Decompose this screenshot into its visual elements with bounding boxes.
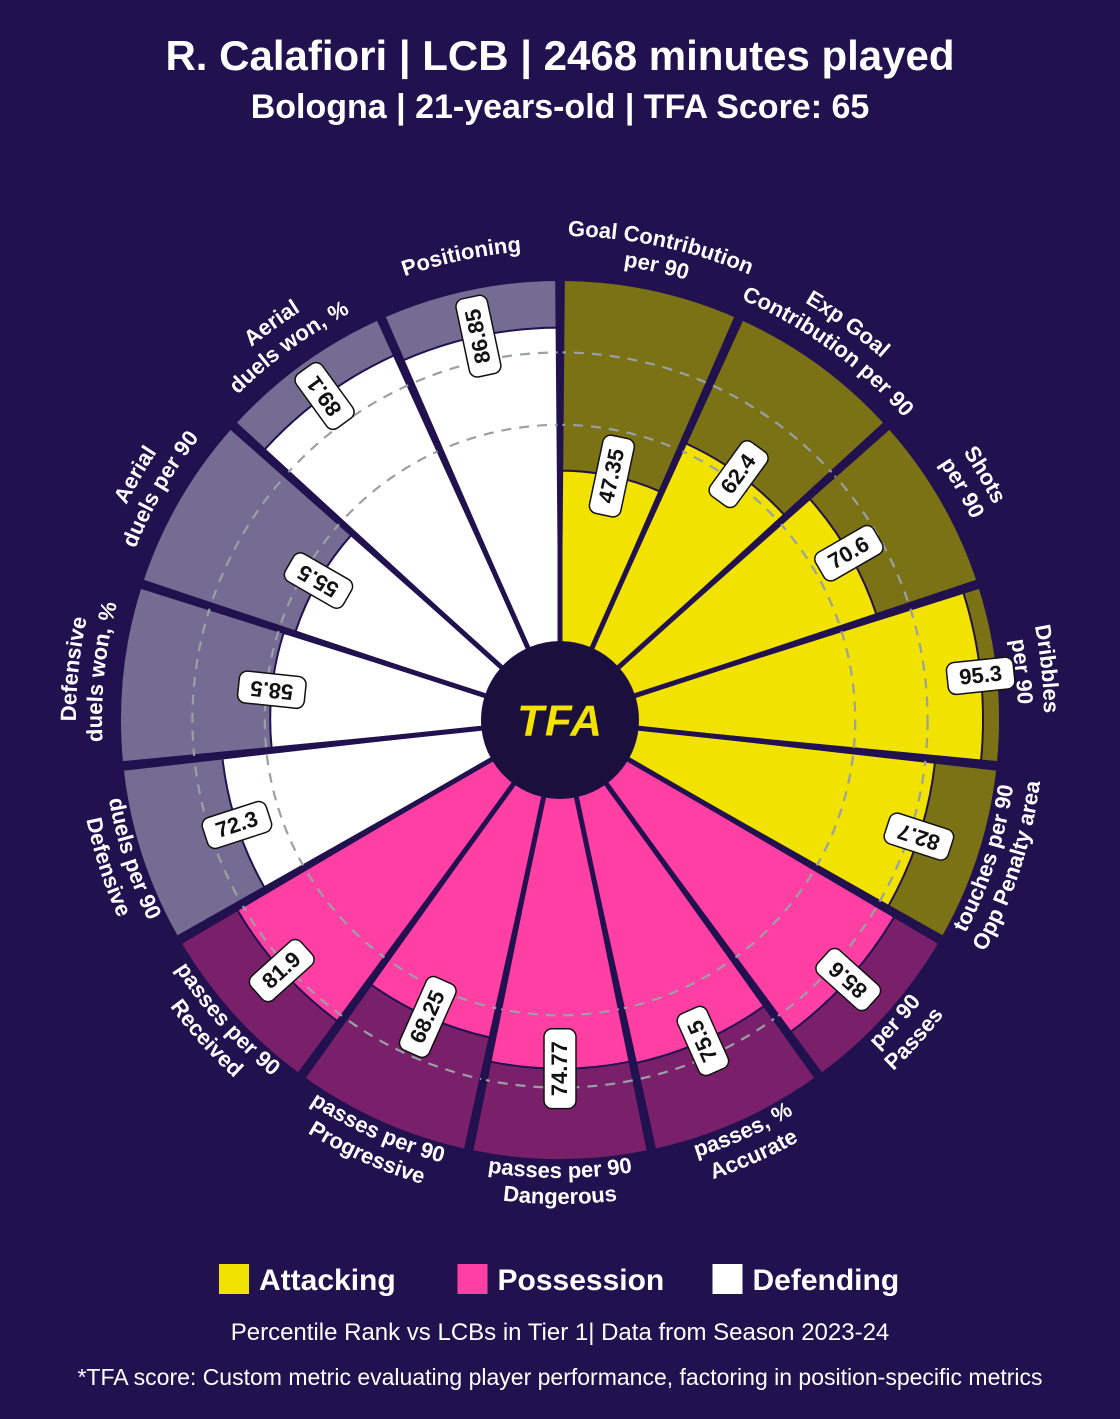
legend-swatch [458,1264,488,1294]
legend-swatch [713,1264,743,1294]
legend-label: Attacking [259,1264,396,1297]
legend-swatch [219,1264,249,1294]
value-badge-text: 74.77 [547,1041,572,1096]
value-badge: 58.5 [237,670,307,709]
chart-title-line2: Bologna | 21-years-old | TFA Score: 65 [251,88,870,126]
footer-line1: Percentile Rank vs LCBs in Tier 1| Data … [231,1319,890,1346]
segment-label: Dangerous [502,1181,618,1209]
chart-stage: R. Calafiori | LCB | 2468 minutes played… [0,0,1120,1419]
value-badge-text: 58.5 [249,676,294,705]
value-badge: 95.3 [946,656,1016,695]
chart-title-line1: R. Calafiori | LCB | 2468 minutes played [165,32,954,80]
center-logo-text: TFA [517,696,603,745]
footer-line2: *TFA score: Custom metric evaluating pla… [77,1364,1042,1390]
value-badge-text: 95.3 [958,660,1003,689]
legend-label: Defending [753,1264,900,1297]
value-badge: 74.77 [544,1029,576,1109]
legend-label: Possession [498,1264,665,1297]
